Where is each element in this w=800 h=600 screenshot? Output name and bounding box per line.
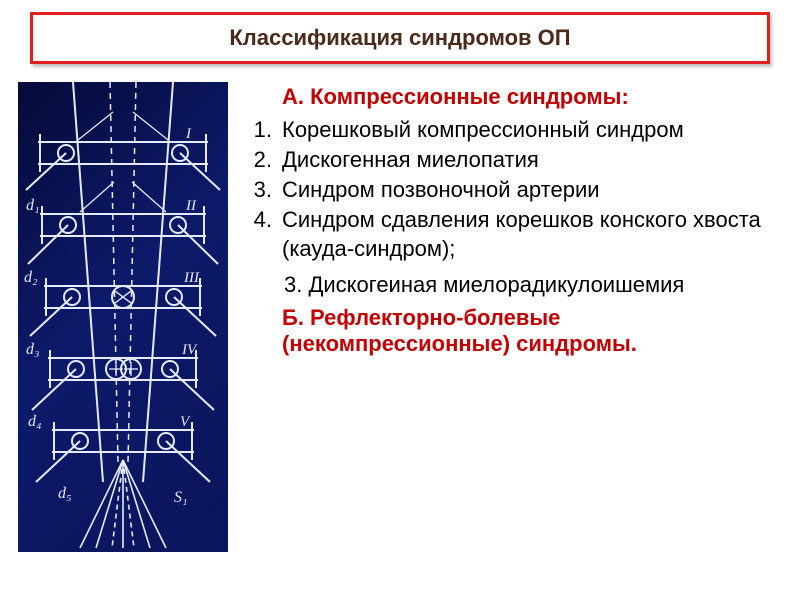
spine-svg: d₁ d₂ d₃ d₄ d₅ I II III IV V S₁ (18, 82, 228, 552)
label-r5: V (180, 414, 191, 430)
list-item: 1. Корешковый компрессионный синдром (250, 116, 782, 144)
label-d5: d₅ (58, 485, 72, 502)
item-num: 2. (250, 146, 282, 174)
title-container: Классификация синдромов ОП (30, 12, 770, 64)
segment-1 (26, 112, 220, 190)
label-d2: d₂ (24, 269, 38, 286)
segment-4 (32, 350, 214, 410)
label-d1: d₁ (26, 197, 40, 214)
label-d4: d₄ (28, 413, 42, 430)
item-text: Дискогенная миелопатия (282, 146, 782, 174)
item-text: Корешковый компрессионный синдром (282, 116, 782, 144)
sub-item: 3. Дискогеиная миелорадикулоишемия (250, 271, 782, 299)
content-row: d₁ d₂ d₃ d₄ d₅ I II III IV V S₁ А. Компр… (18, 82, 782, 552)
label-s1: S₁ (174, 489, 188, 506)
segment-2 (28, 182, 218, 264)
spine-diagram: d₁ d₂ d₃ d₄ d₅ I II III IV V S₁ (18, 82, 228, 552)
list-item: 4. Синдром сдавления корешков конского х… (250, 206, 782, 262)
label-r4: IV (181, 342, 198, 358)
label-r2: II (185, 198, 197, 214)
section-a-list: 1. Корешковый компрессионный синдром 2. … (250, 116, 782, 263)
label-d3: d₃ (26, 341, 40, 358)
cauda-fan (80, 460, 166, 548)
section-b-heading: Б. Рефлекторно-болевые (некомпрессионные… (250, 305, 782, 357)
item-text: Синдром позвоночной артерии (282, 176, 782, 204)
label-r3: III (183, 270, 200, 286)
slide-title: Классификация синдромов ОП (229, 25, 570, 50)
item-text: Синдром сдавления корешков конского хвос… (282, 206, 782, 262)
item-num: 1. (250, 116, 282, 144)
sub-num: 3. (284, 272, 302, 297)
section-a-heading: А. Компрессионные синдромы: (250, 84, 782, 110)
label-r1: I (185, 126, 192, 142)
item-num: 4. (250, 206, 282, 262)
list-item: 3. Синдром позвоночной артерии (250, 176, 782, 204)
list-item: 2. Дискогенная миелопатия (250, 146, 782, 174)
item-num: 3. (250, 176, 282, 204)
sub-text: Дискогеиная миелорадикулоишемия (308, 272, 684, 297)
text-column: А. Компрессионные синдромы: 1. Корешковы… (250, 82, 782, 363)
segment-3 (30, 278, 216, 336)
